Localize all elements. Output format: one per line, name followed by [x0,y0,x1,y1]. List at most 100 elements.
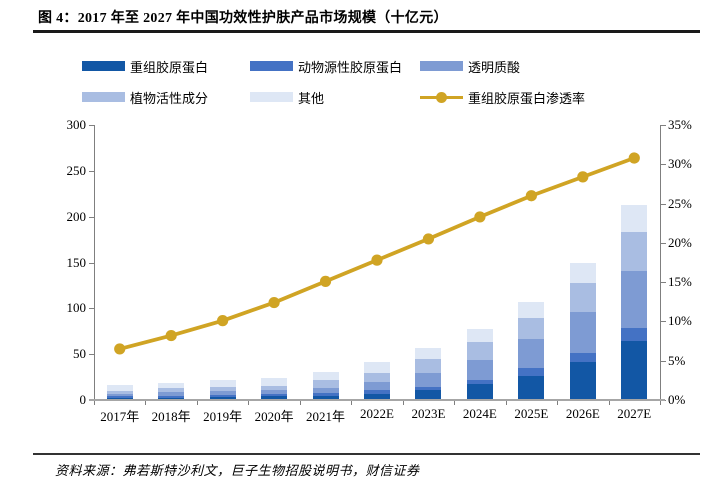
legend-item: 动物源性胶原蛋白 [250,58,420,75]
left-axis-tick [89,170,94,172]
bar-segment-3 [569,311,596,354]
x-axis-tick [557,401,559,405]
y-tick-label-left: 50 [73,346,86,362]
bar-segment-2 [466,379,493,384]
y-tick-label-right: 10% [668,313,692,329]
x-axis-tick [196,401,198,405]
line-marker [628,152,640,164]
bar-segment-5 [209,379,236,387]
bar-segment-2 [518,368,545,376]
x-axis-tick [608,401,610,405]
bar-segment-5 [158,382,185,388]
x-axis-line [89,398,665,401]
line-marker [474,211,486,223]
bar-segment-3 [158,391,185,396]
left-axis-tick [89,262,94,264]
line-marker [114,343,126,355]
x-tick-label: 2023E [411,406,446,421]
line-marker [577,171,589,183]
y-tick-label-right: 15% [668,274,692,290]
bar-segment-2 [209,394,236,397]
bar-segment-2 [158,395,185,398]
bar-segment-3 [261,390,288,395]
legend-swatch [250,92,293,102]
legend-swatch [82,61,125,71]
legend-swatch [82,92,125,102]
penetration-line-layer [114,152,640,355]
bar-stack [466,125,493,400]
left-axis-tick [89,125,94,126]
bar-segment-5 [415,347,442,360]
line-marker [422,233,435,245]
line-marker [268,296,280,309]
left-axis-line [94,125,95,401]
legend-line-marker [436,91,447,103]
bar-segment-4 [415,359,442,374]
x-axis-tick [94,401,95,405]
right-axis-tick [661,282,666,284]
x-tick-label: 2017年 [100,409,140,424]
bar-segment-5 [106,385,133,391]
bar-segment-5 [569,263,596,283]
y-tick-label-left: 100 [66,300,87,316]
bar-segment-2 [621,328,648,341]
legend-item-label: 重组胶原蛋白 [130,59,209,75]
bar-segment-4 [364,373,390,383]
bar-segment-2 [106,395,133,398]
line-marker [525,190,537,202]
chart-legend: 重组胶原蛋白 动物源性胶原蛋白 透明质酸 植物活性成分 其他 重组胶原蛋白渗透率 [82,58,682,106]
bar-segment-3 [466,359,493,380]
y-tick-label-left: 200 [66,208,87,224]
y-tick-label-right: 30% [668,156,692,172]
bar-segment-5 [466,329,493,342]
bar-segment-2 [261,394,288,397]
bar-segment-3 [518,339,545,369]
right-axis-tick [661,203,666,205]
y-tick-label-right: 25% [668,195,692,211]
bar-segment-5 [312,371,339,381]
y-tick-label-right: 5% [668,352,686,368]
bar-stack [415,125,442,400]
bar-segment-1 [364,394,390,400]
bar-segment-2 [569,353,596,362]
title-rule [33,30,700,33]
bar-segment-1 [209,396,236,400]
x-tick-label: 2021年 [306,409,346,424]
source-note: 资料来源：弗若斯特沙利文，巨子生物招股说明书，财信证券 [55,463,420,478]
x-axis-tick [402,401,404,405]
y-tick-label-left: 150 [66,254,87,270]
bar-stack [569,125,596,400]
bar-stack [364,125,390,400]
bar-segment-4 [518,317,545,340]
x-tick-label: 2024E [462,406,497,421]
bar-stack [312,125,339,400]
legend-item: 重组胶原蛋白渗透率 [420,89,682,106]
bar-segment-1 [621,340,648,400]
bar-stack [209,125,236,400]
x-tick-label: 2025E [514,406,549,421]
right-axis-tick [661,125,666,126]
x-axis-tick [299,401,301,405]
bar-segment-3 [312,387,339,393]
legend-item: 透明质酸 [420,58,682,75]
y-tick-label-right: 20% [668,234,692,250]
bar-segment-5 [364,362,390,374]
left-axis-tick [89,216,94,218]
bar-segment-3 [415,373,442,387]
plot-area [94,125,660,400]
bar-segment-2 [364,390,390,395]
x-tick-label: 2022E [360,406,394,421]
legend-swatch [420,61,463,71]
bar-stack [621,125,648,400]
legend-item-label: 透明质酸 [468,59,521,75]
bar-segment-3 [209,390,236,395]
bar-stack [518,125,545,400]
bar-segment-3 [364,382,390,391]
bar-segment-5 [261,378,288,386]
figure-title: 图 4：2017 年至 2027 年中国功效性护肤产品市场规模（十亿元） [38,11,448,26]
legend-item: 重组胶原蛋白 [82,58,250,75]
x-axis-tick [660,401,661,405]
bar-segment-5 [621,204,648,232]
legend-item: 其他 [250,89,420,106]
right-axis-line [660,125,661,401]
